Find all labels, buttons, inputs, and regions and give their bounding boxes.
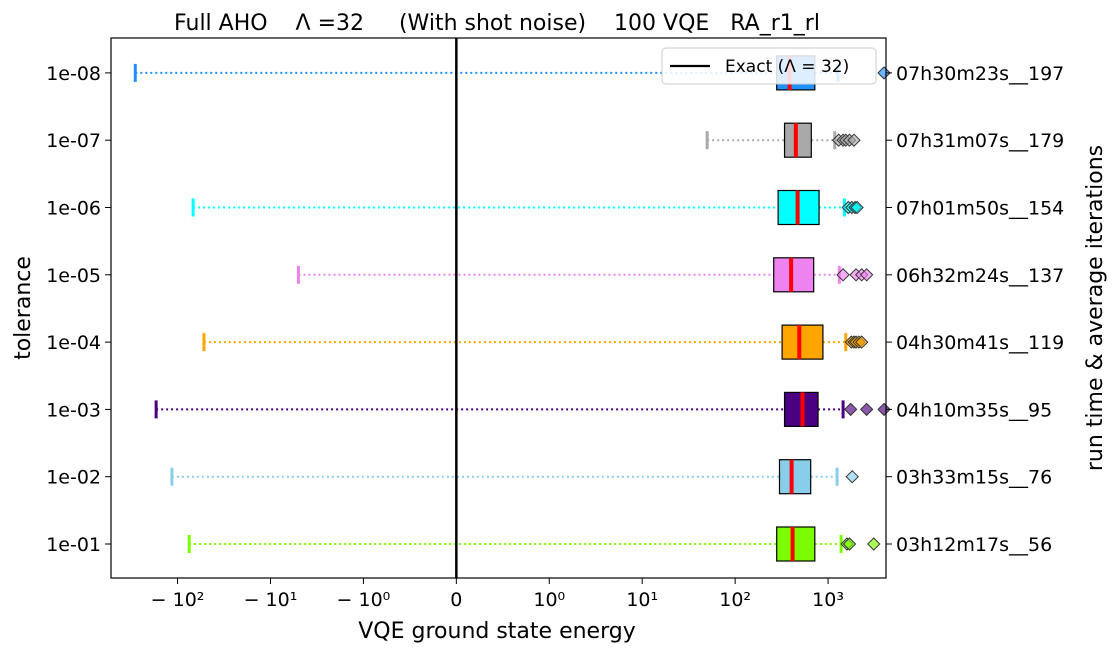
x-tick-label-6: 10² [719,589,751,611]
chart-title: Full AHO Λ =32 (With shot noise) 100 VQE… [174,11,820,36]
box-group-1e-04 [202,324,869,360]
box-1e-05 [773,257,815,293]
x-tick-label-4: 10⁰ [533,589,565,611]
y-right-tick-label-1e-07: 07h31m07s__179 [896,130,1064,152]
y-tick-label-1e-07: 1e-07 [46,130,101,152]
flier-1e-01-2 [867,537,881,551]
flier-1e-05-0 [836,268,850,282]
box-1e-01 [776,526,816,562]
flier-1e-04-4 [854,335,869,349]
y-tick-label-1e-03: 1e-03 [46,399,101,421]
plot-frame [110,37,887,579]
y-right-tick-label-1e-06: 07h01m50s__154 [896,198,1064,220]
x-tick-label-5: 10¹ [626,589,658,611]
y-axis-right: 03h12m17s__56 03h33m15s__76 04h10m35s__95 0… [886,63,1064,556]
flier-1e-07-4 [847,133,861,147]
box-1e-07 [783,122,812,158]
x-axis-title: VQE ground state energy [358,619,635,644]
y-right-tick-label-1e-05: 06h32m24s__137 [896,265,1064,287]
box-group-1e-05 [296,257,874,293]
y-axis-right-title: run time & average iterations [1083,145,1108,471]
legend-box [661,47,877,85]
y-tick-label-1e-08: 1e-08 [46,63,101,85]
flier-1e-05-3 [859,268,874,282]
box-1e-02 [778,459,812,495]
y-axis-title: tolerance [11,256,36,360]
y-axis-left: 1e-01 1e-02 1e-03 1e-04 1e-05 1e-06 1e-07 1e-08 [46,63,111,556]
x-tick-label-0: − 10² [151,589,205,611]
box-group-1e-06 [191,189,864,226]
y-right-tick-label-1e-04: 04h30m41s__119 [896,332,1064,354]
flier-1e-03-1 [859,402,874,417]
box-group-1e-07 [705,122,861,158]
y-tick-label-1e-02: 1e-02 [46,467,101,489]
box-1e-04 [781,324,824,360]
flier-1e-03-0 [843,402,858,417]
y-tick-label-1e-04: 1e-04 [46,332,101,354]
flier-1e-02-0 [845,469,859,484]
flier-1e-03-2 [877,402,891,417]
box-group-1e-02 [170,459,859,495]
box-group-1e-03 [154,391,891,427]
y-tick-label-1e-06: 1e-06 [46,198,101,220]
y-right-tick-label-1e-03: 04h10m35s__95 [896,399,1052,421]
legend: Exact (Λ = 32) [661,47,877,85]
plot-area [133,38,891,578]
x-tick-label-7: 10³ [812,589,844,611]
y-right-tick-label-1e-01: 03h12m17s__56 [896,534,1052,556]
x-tick-label-1: − 10¹ [244,589,298,611]
y-right-tick-label-1e-02: 03h33m15s__76 [896,467,1052,489]
flier-1e-08-0 [877,66,891,80]
y-right-tick-label-1e-08: 07h30m23s__197 [896,63,1064,85]
x-tick-label-2: − 10⁰ [337,589,391,611]
y-tick-label-1e-01: 1e-01 [46,534,101,556]
flier-1e-06-3 [850,200,864,215]
box-group-1e-01 [187,526,881,562]
x-tick-label-3: 0 [450,589,462,611]
flier-1e-01-1 [842,537,857,551]
legend-exact-label: Exact (Λ = 32) [725,57,849,77]
x-axis: − 10² − 10¹ − 10⁰ 0 10⁰ 10¹ 10² 10³ [151,578,844,611]
y-tick-label-1e-05: 1e-05 [46,265,101,287]
